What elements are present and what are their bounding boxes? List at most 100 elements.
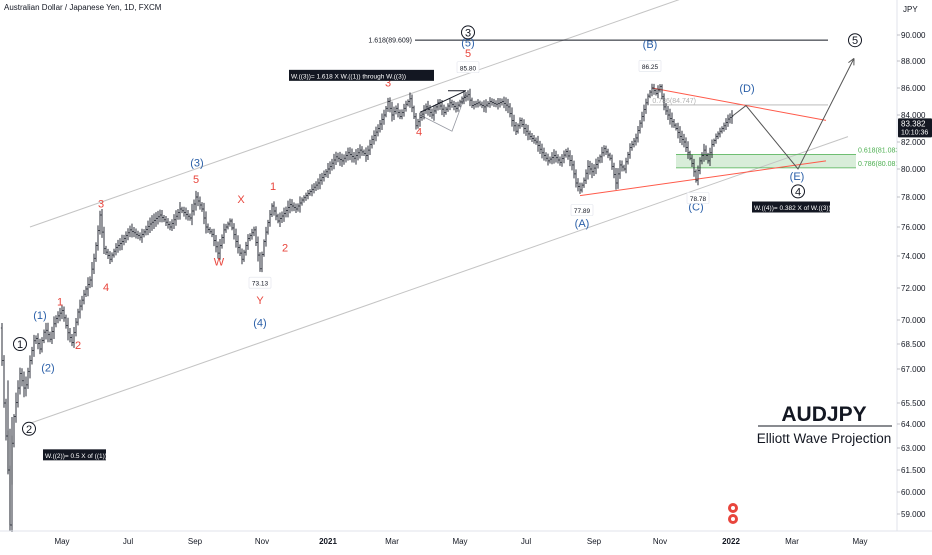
brand-subtitle: Elliott Wave Projection	[757, 431, 892, 446]
wave-circle-label: 1	[17, 339, 23, 351]
y-tick-label: 63.000	[901, 444, 926, 453]
y-tick-label: 72.000	[901, 284, 926, 293]
price-label-box	[456, 61, 480, 74]
annotation-box	[752, 201, 830, 213]
zone-layer	[676, 154, 856, 168]
wave-label: X	[237, 194, 245, 206]
fib-level-label: 1.618(89.609)	[368, 38, 412, 45]
wave-circle-label: 4	[795, 186, 801, 198]
y-tick-label: 59.000	[901, 510, 926, 519]
wave-label: (5)	[461, 38, 474, 50]
countdown: 10:10:36	[901, 129, 928, 136]
wave-label: (D)	[739, 83, 754, 95]
annotation-text: W.((4))= 0.382 X of W.((3))	[754, 205, 831, 212]
wave-label: W	[214, 257, 225, 269]
y-tick-label: 76.000	[901, 223, 926, 232]
y-tick-label: 80.000	[901, 165, 926, 174]
x-tick-label: May	[54, 537, 69, 546]
wave-label: 2	[282, 243, 288, 255]
wave-circle-badge	[848, 33, 862, 48]
wave-circle-badge	[791, 184, 805, 199]
brand-layer: AUDJPY Elliott Wave Projection	[728, 403, 892, 524]
wave-label: Y	[256, 295, 264, 307]
wave-label: 3	[385, 78, 391, 90]
fib-green-zone	[676, 154, 856, 168]
y-tick-label: 60.000	[901, 488, 926, 497]
wave-3-measure-line	[419, 90, 467, 113]
chart-title: Australian Dollar / Japanese Yen, 1D, FX…	[4, 3, 162, 12]
y-tick-label: 68.500	[901, 340, 926, 349]
x-tick-label: May	[452, 537, 467, 546]
wave-label: (E)	[790, 171, 805, 183]
wave-label: (1)	[33, 310, 46, 322]
x-tick-label: Nov	[255, 537, 269, 546]
x-tick-label: Mar	[785, 537, 799, 546]
channel-line-upper	[29, 0, 680, 228]
y-tick-label: 67.000	[901, 365, 926, 374]
price-label-box	[248, 276, 272, 289]
event-flag-dot-icon	[731, 517, 735, 521]
annotation-text: W.((3))= 1.618 X W.((1)) through W.((3))	[291, 73, 406, 80]
wedge-line	[419, 93, 467, 132]
x-tick-label: Jul	[123, 537, 133, 546]
wave-circle-label: 3	[465, 27, 471, 39]
price-label: 78.78	[690, 196, 707, 203]
annotation-box	[43, 449, 106, 461]
y-tick-label: 88.000	[901, 57, 926, 66]
price-label: 85.80	[460, 65, 477, 72]
x-tick-label: 2021	[319, 537, 337, 546]
current-price-box	[898, 118, 932, 138]
annotation-text: W.((2))= 0.5 X of ((1))	[45, 453, 107, 460]
price-label-box	[686, 192, 710, 204]
event-flag-dot-icon	[731, 506, 735, 510]
channel-line-lower	[27, 136, 849, 425]
x-tick-label: Sep	[587, 537, 602, 546]
wave-circle-badge	[22, 421, 36, 436]
x-tick-label: May	[852, 537, 867, 546]
fib-level-label: 0.786(80.081)	[858, 161, 902, 168]
y-tick-label: 90.000	[901, 31, 926, 40]
line-layer: 1.618(89.609) 0.786(84.747) 0.618(81.083) 0…	[27, 0, 902, 425]
x-tick-label: Mar	[385, 537, 399, 546]
price-layer	[0, 83, 734, 532]
y-tick-label: 74.000	[901, 252, 926, 261]
current-price: 83.382	[901, 119, 926, 128]
wave-label: 2	[75, 340, 81, 352]
currency-label: JPY	[903, 5, 918, 14]
y-tick-label: 84.000	[901, 111, 926, 120]
x-tick-label: Jul	[521, 537, 531, 546]
price-label: 73.13	[252, 281, 269, 288]
y-axis-panel	[897, 0, 932, 550]
projection-path	[731, 58, 855, 170]
wave-label: 1	[270, 181, 276, 193]
x-tick-label: 2022	[722, 537, 740, 546]
wave-circle-badge	[461, 25, 475, 40]
y-tick-label: 61.500	[901, 466, 926, 475]
x-tick-label: Sep	[188, 537, 203, 546]
x-tick-label: Nov	[653, 537, 667, 546]
wave-label: 3	[98, 199, 104, 211]
y-tick-label: 86.000	[901, 84, 926, 93]
price-label-box	[638, 60, 662, 72]
trendline-top	[651, 87, 827, 121]
trendline-bottom	[579, 160, 827, 197]
wave-circle-label: 5	[852, 35, 858, 47]
y-tick-label: 70.000	[901, 316, 926, 325]
fib-level-label: 0.786(84.747)	[652, 98, 696, 105]
wave-label: 5	[465, 48, 471, 60]
wave-label: (3)	[190, 157, 203, 169]
wave-label: (B)	[643, 39, 658, 51]
y-tick-label: 64.000	[901, 420, 926, 429]
brand-symbol: AUDJPY	[781, 403, 866, 426]
wave-circle-badge	[13, 337, 27, 351]
price-label-box	[570, 204, 594, 216]
fib-level-label: 0.618(81.083)	[858, 147, 902, 154]
y-tick-label: 78.000	[901, 193, 926, 202]
y-tick-label: 65.500	[901, 399, 926, 408]
wave-label: (4)	[253, 317, 266, 329]
wave-label: (C)	[688, 202, 703, 214]
wave-circle-label: 2	[26, 424, 32, 436]
